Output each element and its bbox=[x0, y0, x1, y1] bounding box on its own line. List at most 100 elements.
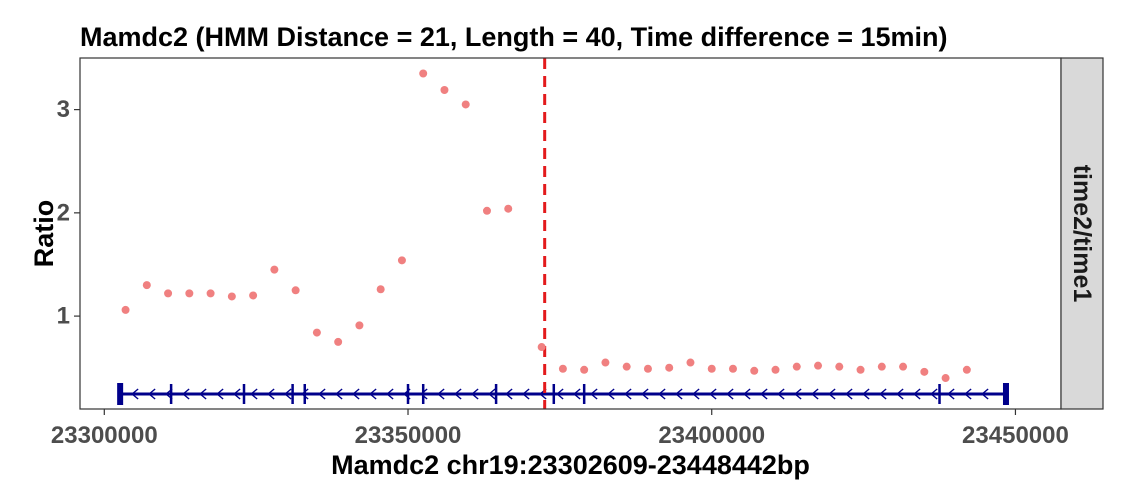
x-axis-title: Mamdc2 chr19:23302609-23448442bp bbox=[331, 450, 810, 480]
strand-arrow bbox=[573, 388, 581, 400]
strand-arrow bbox=[199, 388, 207, 400]
data-point bbox=[601, 358, 610, 367]
data-point bbox=[665, 363, 674, 372]
strand-arrow bbox=[420, 388, 428, 400]
data-point bbox=[121, 305, 130, 314]
exon-mark bbox=[169, 384, 173, 404]
strand-arrow bbox=[624, 388, 632, 400]
strand-arrow bbox=[607, 388, 615, 400]
strand-arrow bbox=[556, 388, 564, 400]
strand-arrow bbox=[964, 388, 972, 400]
data-point bbox=[419, 69, 428, 78]
x-tick-label: 23350000 bbox=[355, 422, 462, 449]
strand-arrow bbox=[675, 388, 683, 400]
exon-mark bbox=[1002, 383, 1009, 405]
strand-arrow bbox=[760, 388, 768, 400]
strand-arrow bbox=[454, 388, 462, 400]
data-point bbox=[482, 206, 491, 215]
exon-mark bbox=[291, 384, 294, 404]
data-point bbox=[856, 365, 865, 374]
data-point bbox=[440, 86, 449, 95]
data-point bbox=[686, 358, 695, 367]
data-point bbox=[962, 365, 971, 374]
strand-arrow bbox=[437, 388, 445, 400]
strand-arrow bbox=[709, 388, 717, 400]
data-point bbox=[750, 366, 759, 375]
gene-track bbox=[117, 383, 1009, 405]
x-axis: 23300000 23350000 23400000 23450000 bbox=[51, 409, 1069, 449]
strand-arrow bbox=[913, 388, 921, 400]
data-point bbox=[397, 256, 406, 265]
data-point bbox=[270, 265, 279, 274]
strand-arrow bbox=[131, 388, 139, 400]
x-tick-label: 23450000 bbox=[962, 422, 1069, 449]
strand-arrow bbox=[726, 388, 734, 400]
facet-strip-background bbox=[1060, 57, 1104, 410]
strand-arrow bbox=[522, 388, 530, 400]
x-tick-label: 23400000 bbox=[658, 422, 765, 449]
strand-arrow bbox=[862, 388, 870, 400]
data-point bbox=[227, 292, 236, 301]
strand-arrow bbox=[811, 388, 819, 400]
strand-arrow bbox=[658, 388, 666, 400]
strand-arrow bbox=[233, 388, 241, 400]
data-point bbox=[249, 291, 258, 300]
strand-arrow bbox=[641, 388, 649, 400]
strand-arrow bbox=[335, 388, 343, 400]
exon-mark bbox=[494, 384, 498, 404]
chart-title: Mamdc2 (HMM Distance = 21, Length = 40, … bbox=[80, 22, 948, 52]
data-point bbox=[291, 286, 300, 295]
exon-mark bbox=[582, 384, 586, 404]
strand-arrow bbox=[471, 388, 479, 400]
strand-arrow bbox=[216, 388, 224, 400]
plot-panel bbox=[80, 58, 1061, 409]
strand-arrow bbox=[692, 388, 700, 400]
facet-strip-label: time2/time1 bbox=[1068, 165, 1096, 303]
strand-arrow bbox=[318, 388, 326, 400]
data-point bbox=[835, 362, 844, 371]
data-point bbox=[355, 321, 364, 330]
y-axis: 1 2 3 bbox=[57, 96, 80, 330]
data-point bbox=[707, 364, 716, 373]
strand-arrow bbox=[794, 388, 802, 400]
strand-arrow bbox=[369, 388, 377, 400]
strand-arrow bbox=[148, 388, 156, 400]
data-point bbox=[792, 362, 801, 371]
strand-arrow bbox=[845, 388, 853, 400]
y-tick-label: 3 bbox=[57, 96, 70, 123]
data-point bbox=[877, 362, 886, 371]
strand-arrow bbox=[267, 388, 275, 400]
strand-arrow bbox=[301, 388, 309, 400]
data-point bbox=[558, 364, 567, 373]
exon-mark bbox=[117, 383, 124, 405]
exon-mark bbox=[303, 384, 306, 404]
strand-arrow bbox=[879, 388, 887, 400]
x-tick-label: 23300000 bbox=[51, 422, 158, 449]
y-tick-label: 1 bbox=[57, 303, 70, 330]
facet-strip: time2/time1 bbox=[1060, 57, 1104, 410]
data-point bbox=[814, 361, 823, 370]
data-point bbox=[771, 365, 780, 374]
data-point bbox=[334, 337, 343, 346]
data-point bbox=[376, 285, 385, 294]
data-point bbox=[142, 281, 151, 290]
data-point bbox=[643, 364, 652, 373]
strand-arrow bbox=[284, 388, 292, 400]
data-point bbox=[312, 328, 321, 337]
strand-arrow bbox=[947, 388, 955, 400]
strand-arrow bbox=[505, 388, 513, 400]
data-point bbox=[185, 289, 194, 298]
data-point bbox=[580, 365, 589, 374]
exon-mark bbox=[938, 384, 941, 404]
exon-mark bbox=[552, 384, 556, 404]
strand-arrow bbox=[930, 388, 938, 400]
data-point bbox=[920, 367, 929, 376]
exon-mark bbox=[406, 384, 410, 404]
strand-arrow bbox=[743, 388, 751, 400]
strand-arrow bbox=[182, 388, 190, 400]
data-point bbox=[164, 289, 173, 298]
data-point bbox=[206, 289, 215, 298]
data-point bbox=[461, 100, 470, 109]
data-point bbox=[899, 362, 908, 371]
